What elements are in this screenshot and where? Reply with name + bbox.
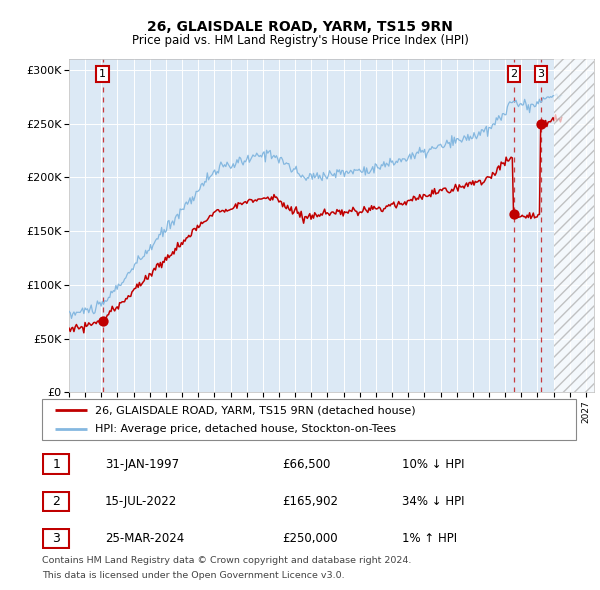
Text: Price paid vs. HM Land Registry's House Price Index (HPI): Price paid vs. HM Land Registry's House … — [131, 34, 469, 47]
Text: 15-JUL-2022: 15-JUL-2022 — [105, 494, 177, 508]
FancyBboxPatch shape — [43, 491, 70, 511]
FancyBboxPatch shape — [43, 454, 70, 474]
Text: HPI: Average price, detached house, Stockton-on-Tees: HPI: Average price, detached house, Stoc… — [95, 424, 397, 434]
Text: This data is licensed under the Open Government Licence v3.0.: This data is licensed under the Open Gov… — [42, 571, 344, 579]
FancyBboxPatch shape — [42, 399, 576, 440]
Text: 34% ↓ HPI: 34% ↓ HPI — [402, 494, 464, 508]
Text: 31-JAN-1997: 31-JAN-1997 — [105, 457, 179, 471]
Text: £165,902: £165,902 — [282, 494, 338, 508]
Text: 2: 2 — [511, 69, 517, 79]
Text: 26, GLAISDALE ROAD, YARM, TS15 9RN (detached house): 26, GLAISDALE ROAD, YARM, TS15 9RN (deta… — [95, 405, 416, 415]
Text: 3: 3 — [52, 532, 61, 545]
Text: 2: 2 — [52, 494, 61, 508]
Text: £250,000: £250,000 — [282, 532, 338, 545]
Text: 3: 3 — [538, 69, 545, 79]
Point — [536, 119, 546, 128]
Text: 10% ↓ HPI: 10% ↓ HPI — [402, 457, 464, 471]
Text: 1% ↑ HPI: 1% ↑ HPI — [402, 532, 457, 545]
Text: 25-MAR-2024: 25-MAR-2024 — [105, 532, 184, 545]
Text: £66,500: £66,500 — [282, 457, 331, 471]
Text: Contains HM Land Registry data © Crown copyright and database right 2024.: Contains HM Land Registry data © Crown c… — [42, 556, 412, 565]
Text: 1: 1 — [99, 69, 106, 79]
Bar — [554, 59, 594, 392]
Point — [509, 209, 518, 219]
FancyBboxPatch shape — [43, 529, 70, 548]
Text: 1: 1 — [52, 457, 61, 471]
Point — [98, 316, 107, 326]
Text: 26, GLAISDALE ROAD, YARM, TS15 9RN: 26, GLAISDALE ROAD, YARM, TS15 9RN — [147, 19, 453, 34]
